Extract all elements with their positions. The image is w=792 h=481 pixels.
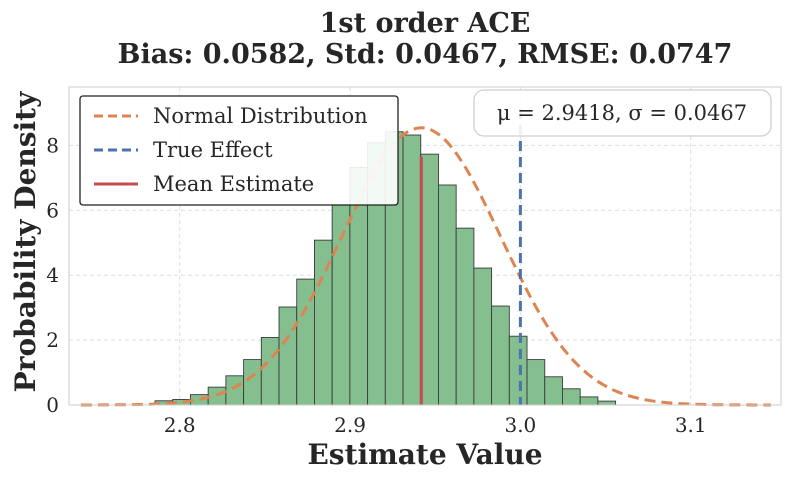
overlay-lines: [80, 109, 771, 407]
histogram-bar: [402, 134, 422, 406]
histogram-bar: [420, 153, 439, 406]
histogram-bar: [438, 184, 457, 406]
x-tick-label: 3.1: [675, 413, 707, 437]
histogram-bar: [260, 337, 280, 406]
histogram-bar: [473, 267, 493, 406]
legend-mean-label: Mean Estimate: [153, 172, 314, 196]
y-tick-label: 8: [46, 133, 59, 157]
y-tick-label: 2: [46, 328, 59, 352]
plot-frame: [68, 86, 782, 406]
chart-title-line1: 1st order ACE: [320, 8, 531, 39]
histogram-bar: [579, 396, 599, 406]
histogram-bar: [455, 227, 475, 406]
histogram-bar: [508, 335, 528, 406]
legend: Normal Distribution True Effect Mean Est…: [79, 95, 399, 206]
histogram-bar: [544, 376, 563, 406]
x-axis-title: Estimate Value: [307, 438, 542, 471]
histogram-bar: [278, 306, 298, 406]
x-tick-label: 2.9: [334, 413, 366, 437]
y-tick-label: 4: [46, 263, 59, 287]
y-axis-title: Probability Density: [9, 91, 42, 392]
y-tick-label: 6: [46, 198, 59, 222]
histogram-bar: [597, 400, 617, 406]
stats-box-text: μ = 2.9418, σ = 0.0467: [497, 101, 747, 125]
legend-box: [79, 95, 399, 206]
stats-box-background: [473, 89, 772, 137]
plot-area: 2.8 2.9 3.0 3.1 0 2 4 6 8: [46, 86, 782, 437]
chart-title-line2: Bias: 0.0582, Std: 0.0467, RMSE: 0.0747: [118, 39, 733, 70]
histogram-bar: [491, 305, 510, 406]
histogram-bar: [331, 204, 351, 406]
legend-true-effect-label: True Effect: [153, 138, 273, 162]
histogram-bars: [154, 131, 617, 406]
x-tick-label: 3.0: [504, 413, 536, 437]
stats-box: μ = 2.9418, σ = 0.0467: [473, 89, 772, 137]
histogram-bar: [225, 375, 245, 406]
histogram-bar: [526, 359, 546, 406]
legend-normal-label: Normal Distribution: [153, 104, 368, 128]
histogram-bar: [243, 359, 262, 406]
y-tick-label: 0: [46, 393, 59, 417]
tick-labels: 2.8 2.9 3.0 3.1 0 2 4 6 8: [46, 133, 706, 437]
x-tick-label: 2.8: [164, 413, 196, 437]
histogram-bar: [562, 388, 581, 406]
